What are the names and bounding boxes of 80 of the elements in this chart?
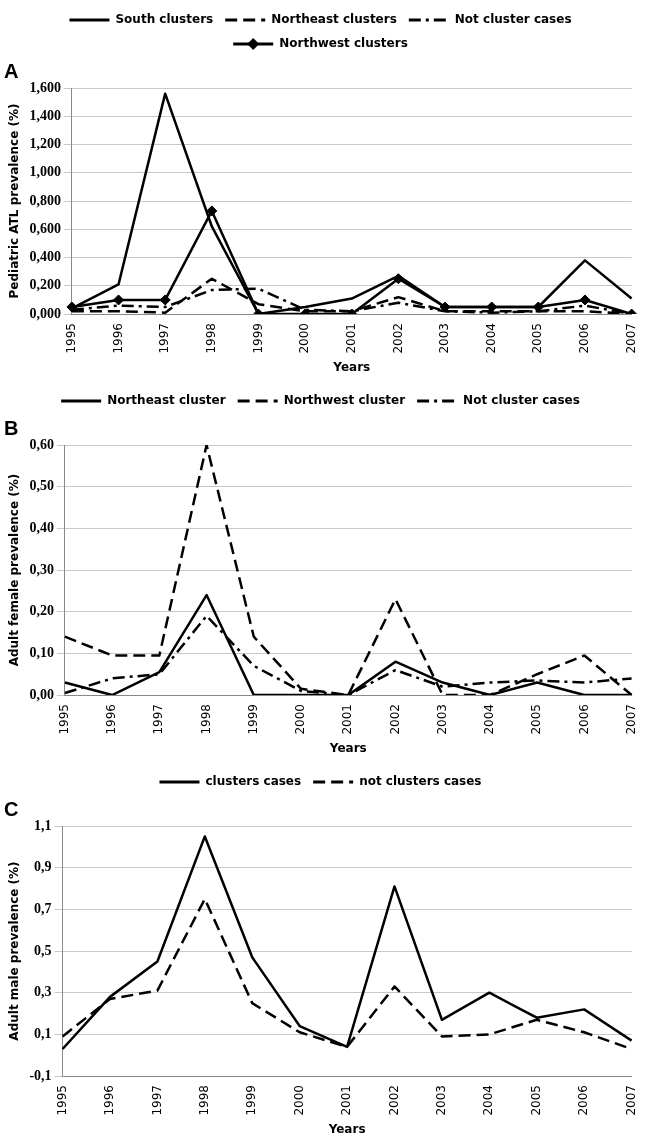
- x-tick-label: 1998: [198, 704, 213, 735]
- legend-label: Northwest cluster: [283, 393, 406, 408]
- x-tick-label: 1999: [244, 1085, 259, 1116]
- legend-label: South clusters: [115, 12, 214, 27]
- y-tick-label: 0,30: [29, 561, 54, 577]
- legend-label: Northwest clusters: [279, 36, 408, 51]
- x-tick-label: 2005: [530, 323, 545, 354]
- y-tick-label: 0,10: [29, 644, 54, 660]
- x-tick-label: 1995: [64, 323, 79, 354]
- legend-label: Northeast clusters: [271, 12, 397, 27]
- x-tick-label: 2007: [623, 1085, 638, 1116]
- y-tick-label: 0,9: [34, 859, 52, 875]
- x-tick-label: 2004: [481, 1085, 496, 1116]
- x-axis-title: Years: [327, 1121, 366, 1136]
- x-tick-label: 2001: [343, 323, 358, 354]
- x-tick-label: 1998: [203, 323, 218, 354]
- legend-label: not clusters cases: [359, 774, 482, 789]
- y-tick-label: 0,50: [29, 478, 54, 494]
- x-tick-label: 2004: [483, 323, 498, 354]
- legend-label: clusters cases: [205, 774, 302, 789]
- x-tick-label: 1998: [196, 1085, 211, 1116]
- x-tick-label: 2006: [576, 704, 591, 735]
- x-tick-label: 2000: [291, 1085, 306, 1116]
- y-tick-label: 0,40: [29, 519, 54, 535]
- x-tick-label: 2004: [482, 704, 497, 735]
- x-tick-label: 2002: [386, 1085, 401, 1116]
- y-tick-label: 0,5: [34, 942, 52, 958]
- y-tick-label: 1,200: [29, 136, 61, 152]
- y-tick-label: 1,400: [29, 107, 61, 123]
- y-tick-label: 0,3: [34, 984, 52, 1000]
- legend-label: Northeast cluster: [107, 393, 226, 408]
- y-tick-label: 0,20: [29, 603, 54, 619]
- y-tick-label: 0,1: [34, 1025, 52, 1041]
- y-tick-label: 1,000: [29, 164, 61, 180]
- x-tick-label: 2003: [434, 1085, 449, 1116]
- x-tick-label: 2006: [577, 323, 592, 354]
- x-tick-label: 1997: [149, 1085, 164, 1116]
- x-tick-label: 2001: [340, 704, 355, 735]
- x-tick-label: 1996: [102, 1085, 117, 1116]
- x-tick-label: 1999: [250, 323, 265, 354]
- y-tick-label: 0,200: [29, 277, 61, 293]
- chart-title: C: [4, 797, 19, 820]
- x-tick-label: 2002: [390, 323, 405, 354]
- x-tick-label: 1996: [104, 704, 119, 735]
- x-tick-label: 2003: [437, 323, 452, 354]
- x-tick-label: 2007: [623, 323, 638, 354]
- chart-title: B: [4, 416, 19, 439]
- chart-title: A: [4, 59, 19, 82]
- y-tick-label: 0,000: [29, 305, 61, 321]
- x-tick-label: 1995: [54, 1085, 69, 1116]
- legend-label: Not cluster cases: [463, 393, 580, 408]
- x-tick-label: 1996: [110, 323, 125, 354]
- y-tick-label: 0,7: [34, 900, 52, 916]
- y-tick-label: -0,1: [29, 1067, 52, 1083]
- y-axis-title: Pediatric ATL prevalence (%): [7, 103, 22, 299]
- x-tick-label: 2002: [387, 704, 402, 735]
- x-axis-title: Years: [328, 740, 367, 755]
- x-tick-label: 1997: [151, 704, 166, 735]
- x-tick-label: 2001: [339, 1085, 354, 1116]
- x-tick-label: 2005: [529, 704, 544, 735]
- y-tick-label: 0,60: [29, 436, 54, 452]
- y-tick-label: 1,600: [29, 79, 61, 95]
- x-tick-label: 2000: [297, 323, 312, 354]
- x-tick-label: 2000: [293, 704, 308, 735]
- x-tick-label: 2005: [528, 1085, 543, 1116]
- y-axis-title: Adult female prevalence (%): [7, 473, 22, 667]
- legend-label: Not cluster cases: [454, 12, 572, 27]
- y-tick-label: 0,600: [29, 220, 61, 236]
- y-tick-label: 0,400: [29, 249, 61, 265]
- x-tick-label: 2007: [623, 704, 638, 735]
- x-tick-label: 1997: [157, 323, 172, 354]
- x-tick-label: 1999: [245, 704, 260, 735]
- y-axis-title: Adult male prevalence (%): [7, 861, 22, 1041]
- x-axis-title: Years: [332, 359, 371, 374]
- y-tick-label: 0,00: [29, 686, 54, 702]
- x-tick-label: 2003: [434, 704, 449, 735]
- x-tick-label: 1995: [57, 704, 72, 735]
- x-tick-label: 2006: [576, 1085, 591, 1116]
- y-tick-label: 1,1: [34, 817, 52, 833]
- y-tick-label: 0,800: [29, 192, 61, 208]
